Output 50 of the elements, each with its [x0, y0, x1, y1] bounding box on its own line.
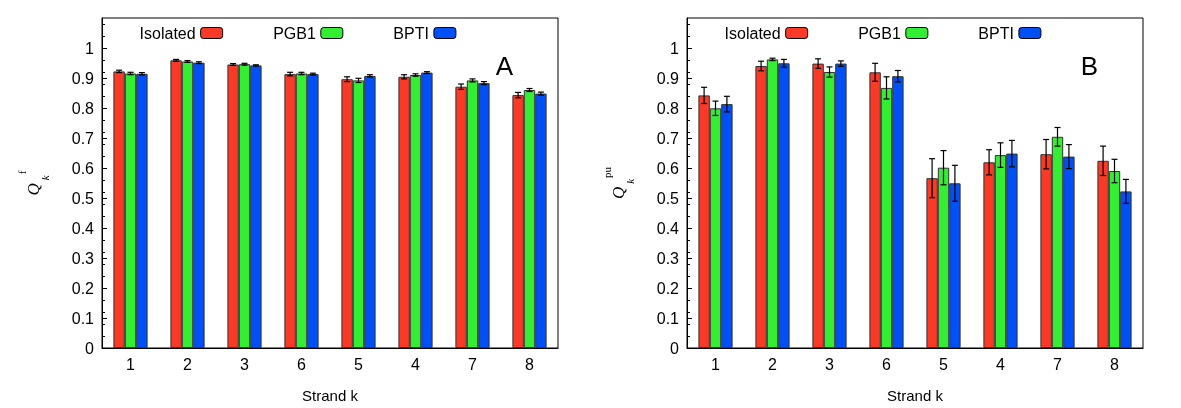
x-tick-label: 1 [126, 355, 136, 373]
x-axis-title: Strand k [887, 387, 944, 404]
y-tick-label: 0.7 [656, 129, 680, 147]
legend-label: BPTI [978, 24, 1014, 42]
x-tick-label: 1 [711, 355, 721, 373]
y-tick-label: 0.4 [656, 219, 680, 237]
x-tick-label: 2 [768, 355, 778, 373]
x-tick-label: 5 [354, 355, 364, 373]
y-tick-label: 0.3 [71, 249, 95, 267]
y-tick-label: 0 [85, 339, 95, 357]
x-tick-label: 3 [825, 355, 835, 373]
y-tick-label: 0.4 [71, 219, 95, 237]
y-tick-label: 0 [670, 339, 680, 357]
annotation: B [1080, 51, 1098, 81]
x-tick-label: 8 [525, 355, 535, 373]
x-tick-label: 4 [996, 355, 1006, 373]
y-tick-label: 0.1 [71, 309, 95, 327]
y-tick-label: 0.2 [71, 279, 95, 297]
y-tick-label: 0.9 [71, 69, 95, 87]
x-tick-label: 7 [468, 355, 478, 373]
y-tick-label: 0.2 [656, 279, 680, 297]
x-tick-label: 6 [882, 355, 892, 373]
x-tick-label: 6 [297, 355, 307, 373]
x-tick-label: 2 [183, 355, 193, 373]
y-axis-title: Qkf [15, 170, 51, 196]
legend-label: Isolated [724, 24, 781, 42]
x-tick-label: 7 [1053, 355, 1063, 373]
y-tick-label: 1 [670, 39, 680, 57]
x-tick-label: 5 [939, 355, 949, 373]
annotation: A [495, 51, 514, 81]
y-tick-label: 0.7 [71, 129, 95, 147]
y-tick-label: 0.5 [656, 189, 680, 207]
y-tick-label: 0.8 [71, 99, 95, 117]
y-axis-title: Qkpu [600, 166, 636, 200]
legend-label: Isolated [139, 24, 196, 42]
y-tick-label: 0.8 [656, 99, 680, 117]
legend-label: PGB1 [273, 24, 316, 42]
x-tick-label: 3 [240, 355, 250, 373]
y-tick-label: 0.6 [656, 159, 680, 177]
x-tick-label: 8 [1110, 355, 1120, 373]
x-axis-title: Strand k [302, 387, 359, 404]
y-tick-label: 0.6 [71, 159, 95, 177]
y-tick-label: 0.5 [71, 189, 95, 207]
y-tick-label: 0.9 [656, 69, 680, 87]
x-tick-label: 4 [411, 355, 421, 373]
y-tick-label: 0.3 [656, 249, 680, 267]
legend-label: PGB1 [858, 24, 901, 42]
legend-label: BPTI [393, 24, 429, 42]
y-tick-label: 1 [85, 39, 95, 57]
y-tick-label: 0.1 [656, 309, 680, 327]
